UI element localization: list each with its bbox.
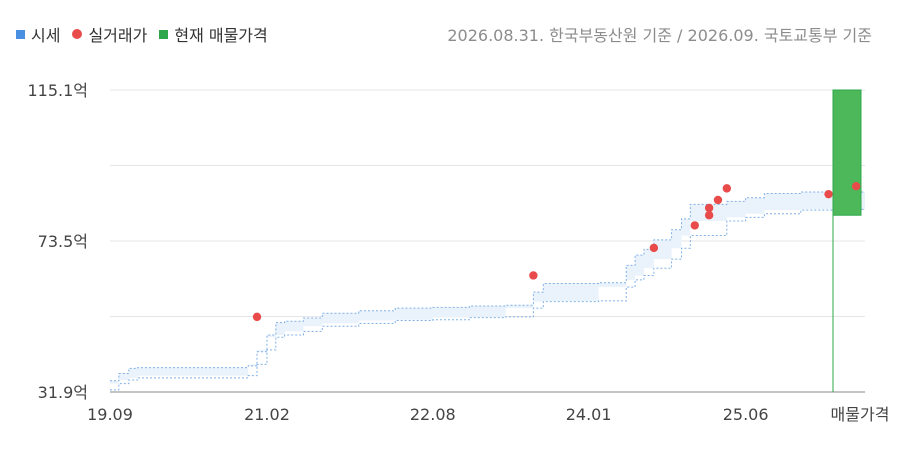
market-price-band-fill xyxy=(110,191,865,390)
legend: 시세 실거래가 현재 매물가격 xyxy=(16,22,268,46)
transaction-point-8 xyxy=(824,189,833,199)
legend-swatch-listing-price xyxy=(159,29,169,39)
transaction-point-1 xyxy=(529,271,538,280)
legend-item-listing-price[interactable]: 현재 매물가격 xyxy=(159,22,268,46)
legend-label-transaction-price: 실거래가 xyxy=(88,26,148,45)
market-price-band-upper xyxy=(110,191,865,382)
y-tick-label-0: 31.9억 xyxy=(38,383,88,402)
transaction-point-6 xyxy=(713,195,723,205)
x-tick-label-1: 21.02 xyxy=(244,405,290,424)
x-tick-label-listing: 매물가격 xyxy=(831,405,890,424)
transaction-point-4 xyxy=(704,211,714,220)
legend-label-market-price: 시세 xyxy=(31,26,61,45)
legend-label-listing-price: 현재 매물가격 xyxy=(174,26,268,45)
legend-item-transaction-price[interactable]: 실거래가 xyxy=(72,22,147,46)
y-tick-label-1: 73.5억 xyxy=(38,232,88,251)
x-tick-label-2: 22.08 xyxy=(410,405,456,424)
transaction-point-3 xyxy=(690,221,699,230)
transaction-point-2 xyxy=(649,243,659,253)
transaction-point-7 xyxy=(722,184,732,193)
x-tick-label-0: 19.09 xyxy=(87,405,133,424)
y-tick-label-2: 115.1억 xyxy=(27,81,88,100)
transaction-point-9 xyxy=(851,181,861,191)
x-tick-label-3: 24.01 xyxy=(566,405,612,424)
x-tick-label-4: 25.06 xyxy=(723,405,769,424)
legend-item-market-price[interactable]: 시세 xyxy=(16,22,60,46)
market-price-band-lower xyxy=(110,208,865,391)
legend-swatch-transaction-price xyxy=(72,29,83,39)
legend-swatch-market-price xyxy=(16,29,25,39)
source-note: 2026.08.31. 한국부동산원 기준 / 2026.09. 국토교통부 기… xyxy=(447,26,872,45)
transaction-point-5 xyxy=(704,203,714,213)
transaction-point-0 xyxy=(252,312,262,322)
listing-price-bar xyxy=(832,89,862,216)
